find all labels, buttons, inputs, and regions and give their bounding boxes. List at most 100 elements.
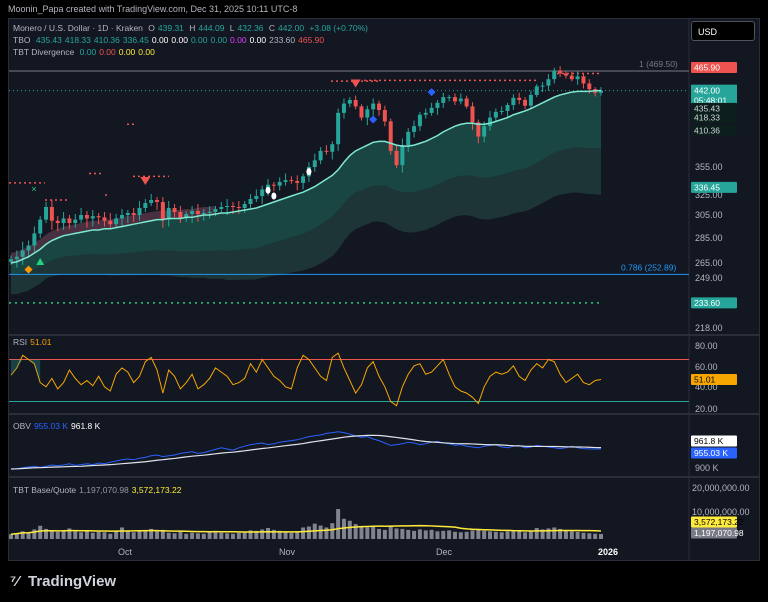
volume-bar — [143, 529, 148, 539]
price-tick-label: 305.00 — [695, 210, 723, 220]
badge-336: 336.45 — [694, 182, 720, 192]
vol-v1: 1,197,070.98 — [79, 485, 129, 495]
volume-bar — [359, 526, 364, 539]
candle-body — [119, 215, 124, 219]
volume-bar — [458, 532, 463, 539]
tbo-ribbon-lower — [11, 147, 601, 295]
badge-obv-bg — [691, 447, 737, 459]
candle-body — [575, 76, 580, 80]
buy-triangle — [36, 258, 45, 265]
candle-body — [9, 259, 13, 262]
volume-bar — [318, 525, 323, 539]
candle-body — [67, 218, 72, 224]
candle-body — [581, 76, 586, 84]
candle-body — [61, 218, 66, 224]
tbt-div-value: 0.00 — [138, 47, 155, 57]
candle-body — [464, 98, 469, 107]
candle-body — [79, 215, 84, 220]
chart-svg[interactable]: 1 (469.50)0.786 (252.89) × 475.00415.003… — [9, 19, 760, 561]
candle-body — [32, 233, 37, 246]
volume-bar — [511, 530, 516, 539]
candle-body — [155, 200, 160, 202]
volume-bar — [377, 528, 382, 539]
candle-body — [359, 106, 364, 118]
countdown-badge: 05:48:01 — [694, 96, 727, 106]
candle-body — [20, 250, 25, 257]
candle-body — [260, 189, 265, 196]
price-axis[interactable]: 475.00415.00355.00325.00305.00285.00265.… — [118, 62, 750, 557]
indicator-lines — [9, 89, 689, 539]
volume-bar — [219, 532, 224, 539]
volume-bar — [353, 524, 358, 539]
candle-body — [207, 212, 212, 213]
volume-bar — [248, 530, 253, 539]
volume-bar — [388, 525, 393, 539]
volume-bar — [306, 526, 311, 539]
volume-bar — [26, 532, 31, 539]
volume-bar — [178, 531, 183, 539]
badge-vol-ma-bg — [691, 516, 737, 528]
obv-name: OBV — [13, 421, 31, 431]
badge-233: 233.60 — [694, 298, 720, 308]
obv-ma-line — [10, 434, 602, 470]
volume-bar — [9, 534, 13, 539]
volume-bar — [61, 530, 66, 539]
horizontal-lines: 1 (469.50) 0.786 (252.89) — [9, 59, 689, 304]
legend-symbol: Monero / U.S. Dollar · 1D · Kraken O 439.… — [13, 23, 371, 33]
last-price-badge: 442.00 — [694, 86, 720, 96]
candle-body — [236, 207, 241, 208]
ohlc-o-label: O — [148, 23, 155, 33]
volume-bar — [482, 530, 487, 539]
obv-v2: 961.8 K — [70, 421, 101, 431]
white-dot — [306, 168, 312, 176]
volume-bar — [371, 526, 376, 539]
ohlc-h-label: H — [189, 23, 196, 33]
candle-body — [540, 85, 545, 87]
volume-bar — [382, 529, 387, 539]
legend-volume: TBT Base/Quote 1,197,070.98 3,572,173.22 — [13, 485, 184, 495]
tbo-value: 0.00 — [210, 35, 228, 45]
volume-bar — [347, 520, 352, 539]
tbo-line — [10, 89, 601, 264]
volume-bar — [493, 531, 498, 539]
candle-body — [143, 203, 148, 208]
white-dot — [271, 192, 277, 200]
candle-body — [452, 97, 457, 102]
rsi-line — [10, 352, 602, 407]
volume-bar — [277, 530, 282, 539]
candle-body — [482, 126, 487, 137]
ohlc-h: 444.09 — [198, 23, 225, 33]
currency-selector[interactable]: USD — [691, 21, 755, 41]
volume-bar — [73, 531, 78, 539]
chart-container[interactable]: 1 (469.50)0.786 (252.89) × 475.00415.003… — [8, 18, 760, 561]
candle-body — [289, 180, 294, 182]
candle-body — [569, 75, 574, 80]
candle-body — [488, 117, 493, 127]
volume-bar — [242, 531, 247, 539]
volume-bar — [236, 532, 241, 539]
candle-body — [499, 110, 504, 112]
volume-bar — [546, 528, 551, 539]
time-tick-label: Dec — [436, 547, 453, 557]
candle-body — [365, 109, 370, 118]
candle-body — [178, 212, 183, 219]
volume-bar — [324, 527, 329, 539]
legend-rsi: RSI 51.01 — [13, 337, 54, 347]
candle-body — [599, 90, 603, 93]
volume-bar — [79, 532, 84, 539]
price-tick-label: 285.00 — [695, 233, 723, 243]
candle-body — [441, 97, 446, 103]
tbo-value: 418.33 — [64, 35, 91, 45]
volume-bar — [400, 528, 405, 539]
candle-body — [137, 208, 142, 215]
tbo-value: 0.00 — [230, 35, 247, 45]
volume-bar — [517, 530, 522, 539]
candle-body — [166, 208, 171, 220]
footer: ⁷⁄ TradingView — [0, 561, 768, 602]
badge-vol-ma: 3,572,173.22 — [694, 517, 744, 527]
orange-diamond — [24, 265, 33, 274]
volume-bar — [417, 529, 422, 539]
volume-bar — [330, 523, 335, 539]
tradingview-logo[interactable]: ⁷⁄ TradingView — [10, 573, 116, 590]
